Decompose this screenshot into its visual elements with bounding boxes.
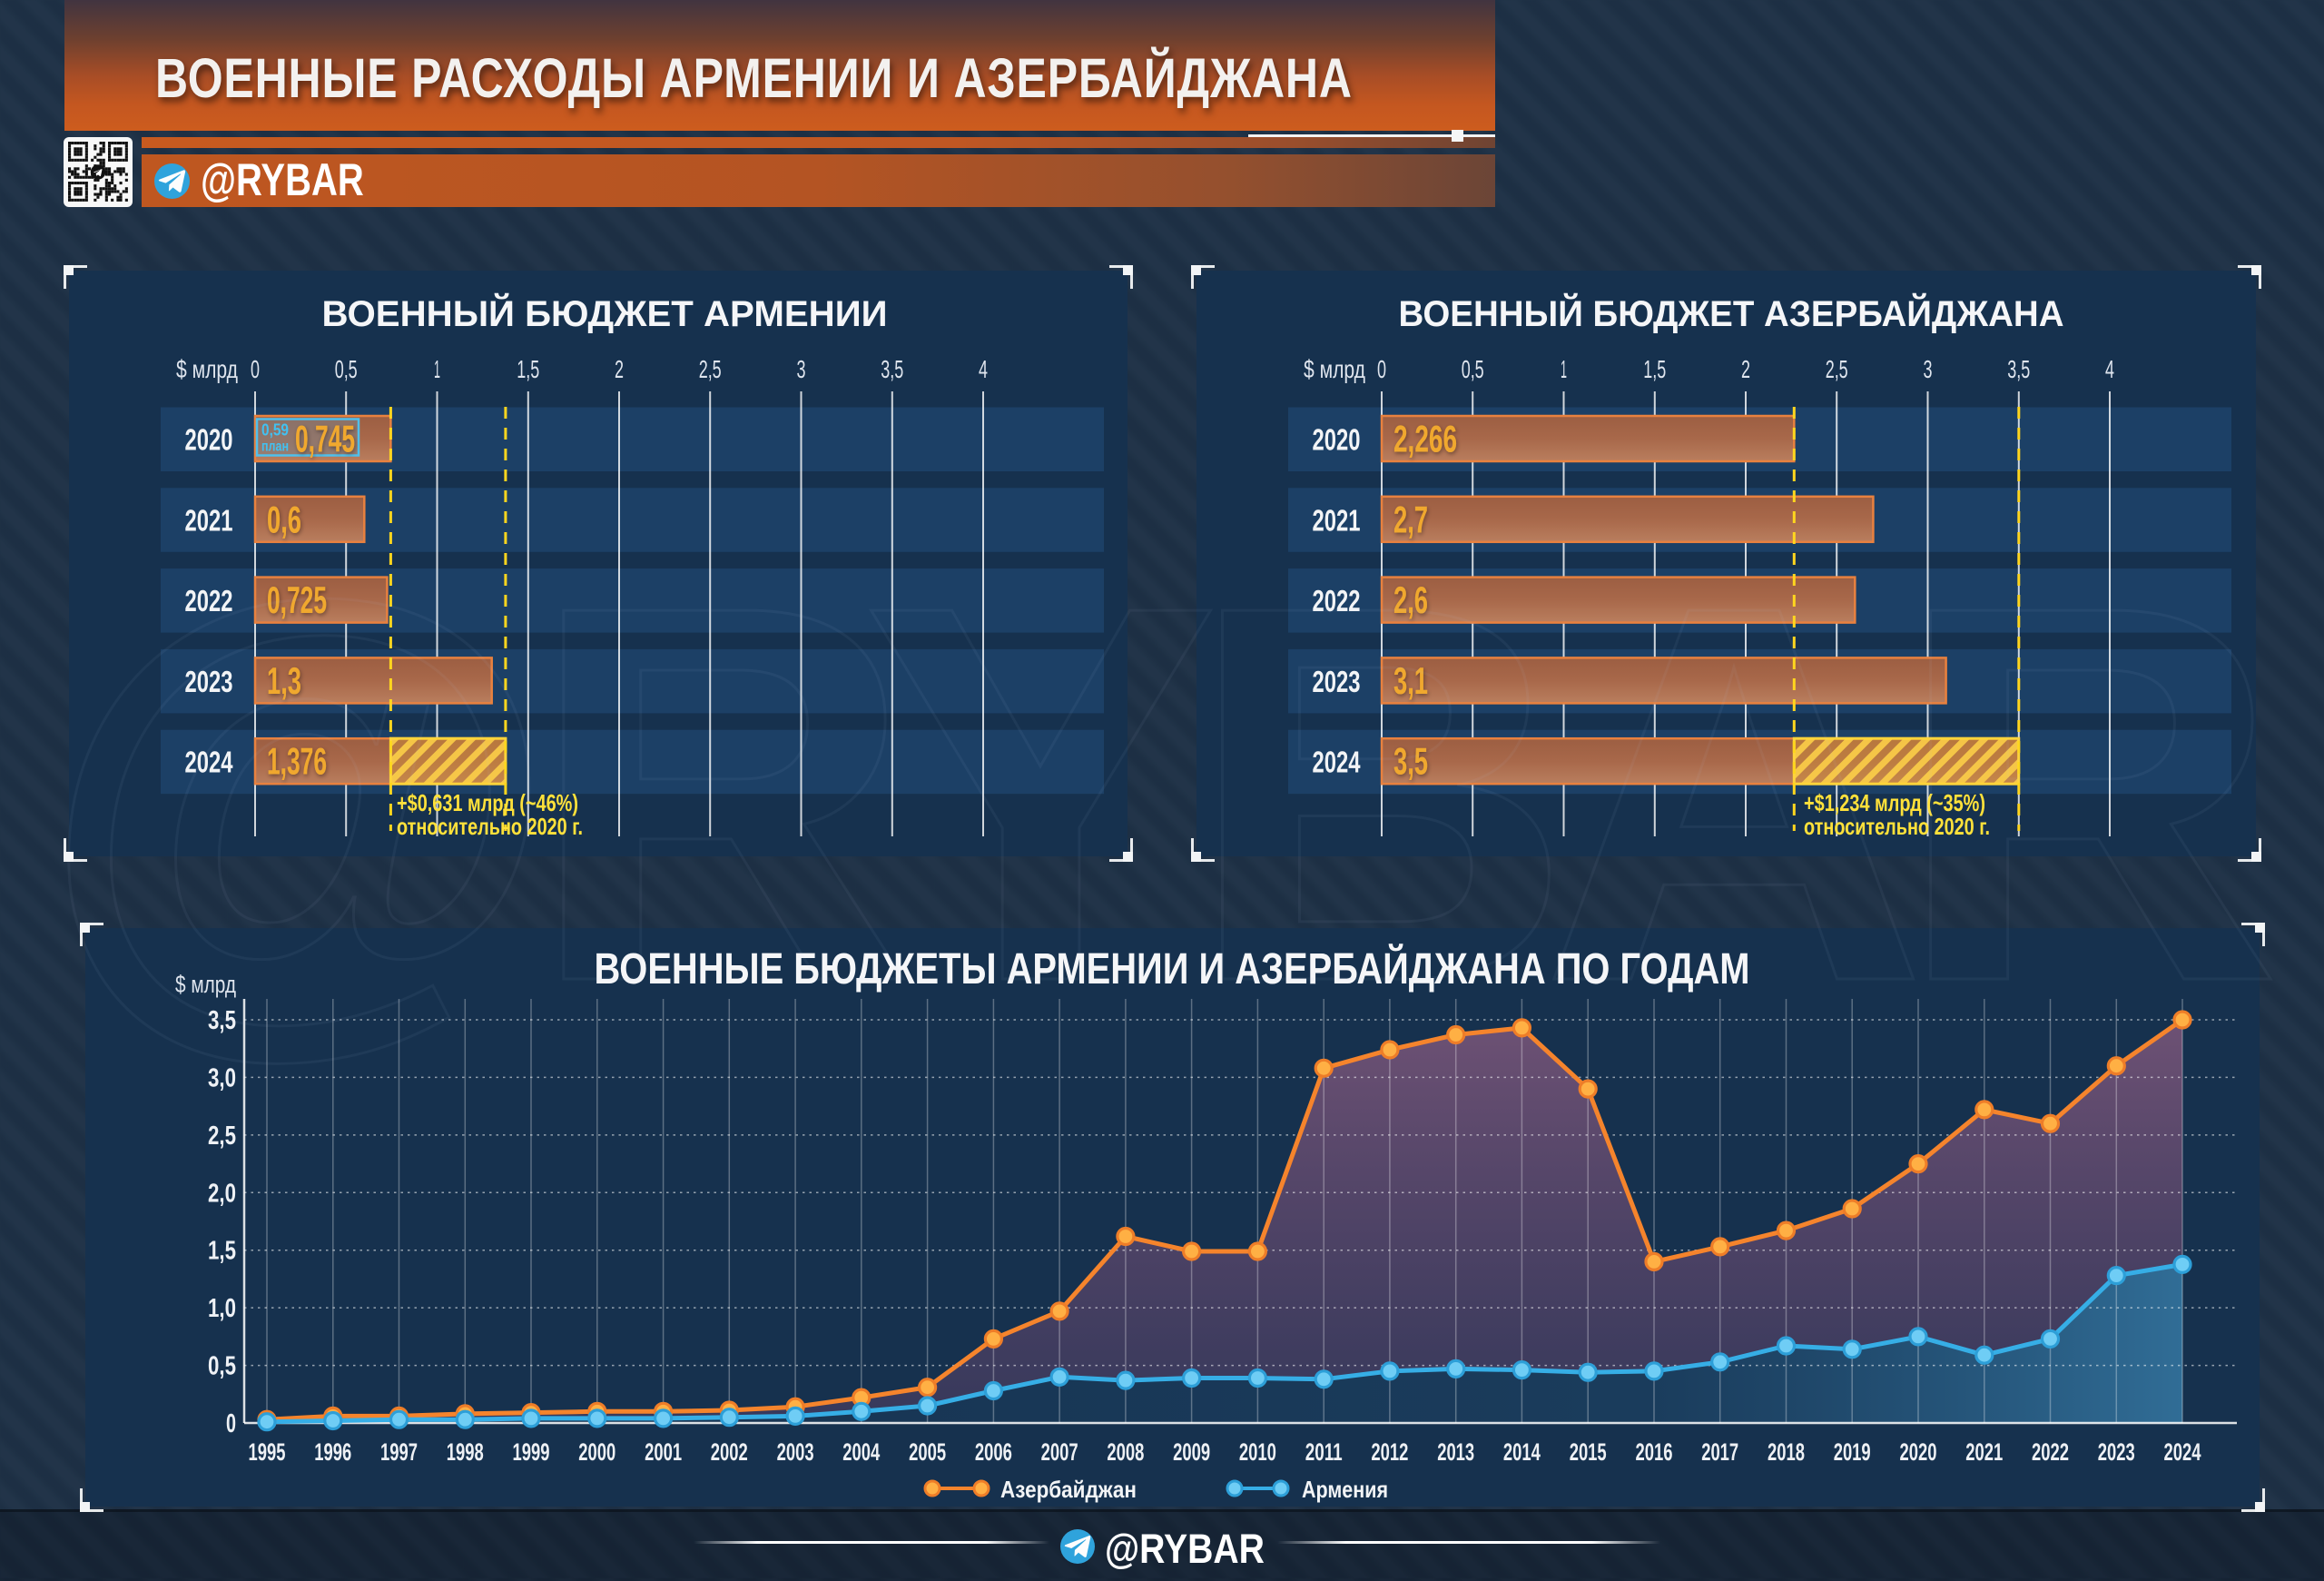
svg-text:2000: 2000	[578, 1438, 615, 1466]
svg-text:0: 0	[226, 1409, 236, 1438]
svg-text:3,5: 3,5	[1393, 740, 1428, 783]
svg-text:1,5: 1,5	[208, 1237, 236, 1266]
svg-text:2016: 2016	[1636, 1438, 1673, 1466]
svg-text:Армения: Армения	[1302, 1476, 1388, 1503]
svg-text:2007: 2007	[1041, 1438, 1078, 1466]
svg-text:$ млрд: $ млрд	[176, 355, 238, 383]
svg-text:4: 4	[979, 355, 988, 383]
svg-text:2014: 2014	[1503, 1438, 1541, 1466]
svg-text:2020: 2020	[1313, 423, 1361, 457]
svg-text:2023: 2023	[1313, 665, 1361, 698]
svg-text:1995: 1995	[249, 1438, 286, 1466]
svg-text:2009: 2009	[1173, 1438, 1210, 1466]
svg-text:3: 3	[1924, 355, 1933, 383]
svg-text:2,6: 2,6	[1393, 578, 1428, 621]
svg-text:2005: 2005	[909, 1438, 946, 1466]
svg-text:2012: 2012	[1371, 1438, 1408, 1466]
svg-text:$ млрд: $ млрд	[175, 971, 236, 998]
svg-text:2015: 2015	[1570, 1438, 1607, 1466]
svg-text:2024: 2024	[2164, 1438, 2201, 1466]
svg-text:1,0: 1,0	[208, 1294, 236, 1323]
svg-text:1996: 1996	[314, 1438, 351, 1466]
svg-text:0,745: 0,745	[295, 418, 355, 460]
svg-text:2023: 2023	[185, 665, 233, 698]
svg-text:+$0,631 млрд (~46%): +$0,631 млрд (~46%)	[397, 789, 578, 816]
svg-text:2004: 2004	[842, 1438, 880, 1466]
svg-text:1: 1	[1561, 355, 1567, 383]
svg-text:3,0: 3,0	[208, 1063, 236, 1092]
svg-text:1: 1	[434, 355, 440, 383]
svg-text:2019: 2019	[1834, 1438, 1871, 1466]
svg-text:2,5: 2,5	[208, 1122, 236, 1151]
svg-text:2021: 2021	[1965, 1438, 2003, 1466]
svg-text:1,3: 1,3	[267, 659, 301, 702]
svg-text:2008: 2008	[1107, 1438, 1144, 1466]
svg-text:0,5: 0,5	[335, 355, 358, 383]
svg-text:2: 2	[1741, 355, 1750, 383]
svg-text:2021: 2021	[185, 503, 233, 537]
svg-text:2006: 2006	[975, 1438, 1012, 1466]
svg-text:1,5: 1,5	[1643, 355, 1666, 383]
svg-text:2,0: 2,0	[208, 1179, 236, 1208]
svg-text:2017: 2017	[1701, 1438, 1738, 1466]
svg-text:2,7: 2,7	[1393, 498, 1428, 540]
svg-text:2022: 2022	[185, 584, 233, 618]
svg-text:0,5: 0,5	[1462, 355, 1484, 383]
svg-text:ВОЕННЫЙ БЮДЖЕТ АЗЕРБАЙДЖАНА: ВОЕННЫЙ БЮДЖЕТ АЗЕРБАЙДЖАНА	[1399, 292, 2064, 334]
svg-text:3,5: 3,5	[2007, 355, 2030, 383]
svg-text:2,266: 2,266	[1393, 418, 1457, 460]
svg-text:2020: 2020	[1900, 1438, 1937, 1466]
svg-text:0: 0	[1377, 355, 1386, 383]
svg-text:2001: 2001	[645, 1438, 682, 1466]
svg-text:0,725: 0,725	[267, 578, 327, 621]
svg-text:3,5: 3,5	[208, 1006, 236, 1035]
svg-text:2002: 2002	[711, 1438, 748, 1466]
svg-text:2,5: 2,5	[1826, 355, 1848, 383]
svg-text:2: 2	[615, 355, 624, 383]
svg-text:2022: 2022	[1313, 584, 1361, 618]
svg-text:+$1,234 млрд (~35%): +$1,234 млрд (~35%)	[1804, 789, 1985, 816]
svg-text:3,1: 3,1	[1393, 659, 1428, 702]
svg-text:3: 3	[797, 355, 806, 383]
svg-text:2022: 2022	[2032, 1438, 2069, 1466]
svg-text:0,5: 0,5	[208, 1352, 236, 1381]
svg-text:4: 4	[2105, 355, 2114, 383]
svg-text:1999: 1999	[513, 1438, 550, 1466]
svg-text:0: 0	[251, 355, 260, 383]
svg-text:2003: 2003	[777, 1438, 814, 1466]
svg-text:ВОЕННЫЙ БЮДЖЕТ АРМЕНИИ: ВОЕННЫЙ БЮДЖЕТ АРМЕНИИ	[322, 292, 888, 334]
svg-text:2,5: 2,5	[699, 355, 722, 383]
svg-text:$ млрд: $ млрд	[1304, 355, 1365, 383]
svg-text:2013: 2013	[1437, 1438, 1474, 1466]
svg-text:2023: 2023	[2098, 1438, 2135, 1466]
svg-text:2024: 2024	[185, 746, 233, 779]
svg-text:2020: 2020	[185, 423, 233, 457]
svg-text:2021: 2021	[1313, 503, 1361, 537]
svg-text:2024: 2024	[1313, 746, 1361, 779]
svg-text:3,5: 3,5	[881, 355, 903, 383]
svg-text:относительно 2020 г.: относительно 2020 г.	[1804, 813, 1990, 840]
svg-text:2011: 2011	[1305, 1438, 1343, 1466]
svg-text:1,376: 1,376	[267, 740, 327, 783]
svg-text:0,59: 0,59	[261, 421, 289, 440]
svg-text:план: план	[261, 440, 289, 455]
svg-text:Азербайджан: Азербайджан	[1000, 1476, 1137, 1503]
svg-text:относительно 2020 г.: относительно 2020 г.	[397, 813, 583, 840]
svg-text:2018: 2018	[1768, 1438, 1805, 1466]
svg-text:ВОЕННЫЕ БЮДЖЕТЫ АРМЕНИИ И АЗЕР: ВОЕННЫЕ БЮДЖЕТЫ АРМЕНИИ И АЗЕРБАЙДЖАНА П…	[595, 944, 1750, 993]
svg-text:1997: 1997	[380, 1438, 418, 1466]
svg-text:1998: 1998	[447, 1438, 484, 1466]
svg-text:1,5: 1,5	[517, 355, 539, 383]
svg-text:0,6: 0,6	[267, 498, 301, 540]
svg-text:2010: 2010	[1239, 1438, 1276, 1466]
